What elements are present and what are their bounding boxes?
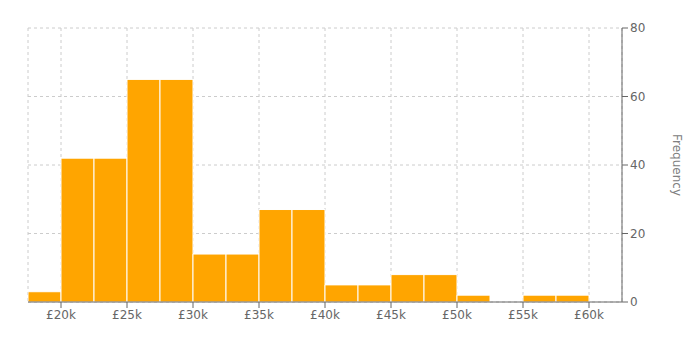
svg-text:40: 40	[630, 158, 645, 172]
svg-text:0: 0	[630, 295, 638, 309]
svg-text:£45k: £45k	[376, 308, 406, 322]
svg-text:£35k: £35k	[244, 308, 274, 322]
svg-text:Frequency: Frequency	[670, 134, 684, 196]
svg-text:£40k: £40k	[310, 308, 340, 322]
svg-text:20: 20	[630, 227, 645, 241]
svg-text:£55k: £55k	[508, 308, 538, 322]
svg-text:£20k: £20k	[46, 308, 76, 322]
svg-text:£60k: £60k	[574, 308, 604, 322]
svg-text:£50k: £50k	[442, 308, 472, 322]
svg-text:£25k: £25k	[112, 308, 142, 322]
svg-text:£30k: £30k	[178, 308, 208, 322]
svg-text:60: 60	[630, 90, 645, 104]
svg-text:80: 80	[630, 21, 645, 35]
